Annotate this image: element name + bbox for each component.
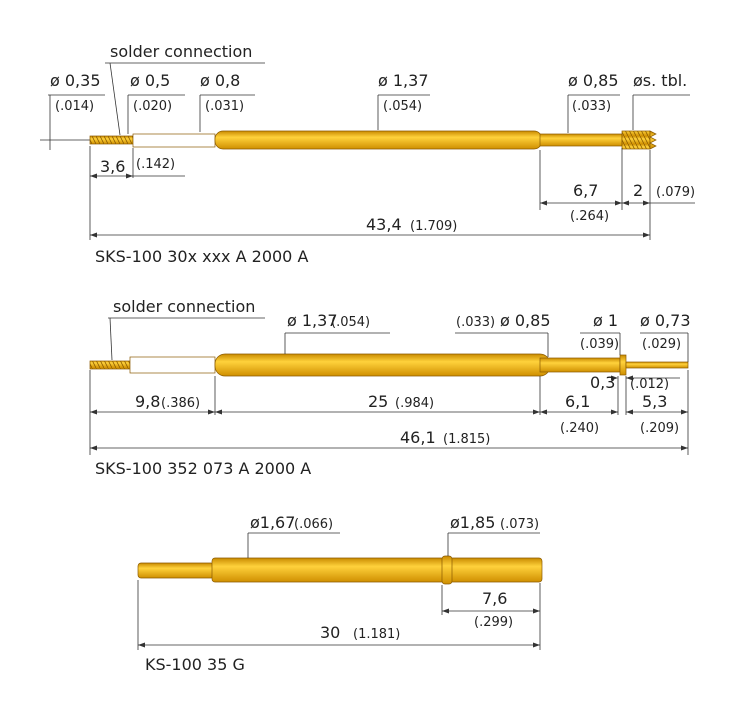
dimension-label: (1.709) [410,219,457,234]
dimension-label: øs. tbl. [633,71,687,90]
dimension-label: (.209) [640,421,679,436]
dimension-label: (.073) [500,517,539,532]
dimension-label: 43,4 [366,215,402,234]
pin-section [625,361,689,369]
arrow-head [643,232,650,238]
part-caption: SKS-100 30x xxx A 2000 A [95,247,308,266]
dimension-label: 30 [320,623,340,642]
dimension-label: 3,6 [100,157,125,176]
dimension-label: (.079) [656,185,695,200]
dimension-label: (.240) [560,421,599,436]
arrow-head [681,409,688,415]
dimension-label: (.039) [580,337,619,352]
dimension-label: 6,7 [573,181,598,200]
dimension-label: 9,8 [135,392,160,411]
arrow-head [611,375,618,381]
arrow-head [215,409,222,415]
dimension-label: (.299) [474,615,513,630]
arrow-head [615,200,622,206]
dimension-label: (.264) [570,209,609,224]
dimension-label: ø 0,85 [500,311,551,330]
leader-line [109,62,121,136]
arrow-head [611,409,618,415]
dimension-label: ø 0,85 [568,71,619,90]
crown-tip [649,130,657,150]
dimension-label: (.033) [572,99,611,114]
arrow-head [533,608,540,614]
dimension-label: ø1,85 [450,513,495,532]
dimension-label: 2 [633,181,643,200]
dimension-label: ø 0,5 [130,71,170,90]
dimension-label: (1.815) [443,432,490,447]
arrow-head [90,232,97,238]
dimension-label: (.033) [456,315,495,330]
dimension-label: (.020) [133,99,172,114]
arrow-head [442,608,449,614]
dimension-label: (.029) [642,337,681,352]
dimension-label: (.031) [205,99,244,114]
arrow-head [90,445,97,451]
arrow-head [533,642,540,648]
pin-section [441,555,453,585]
pin-section [132,133,216,148]
pin-section [539,357,621,373]
dimension-label: ø 1 [593,311,618,330]
arrow-head [126,173,133,179]
dimension-label: 46,1 [400,428,436,447]
arrow-head [90,409,97,415]
dimension-label: (.014) [55,99,94,114]
dimension-label: solder connection [113,297,255,316]
dimension-label: 6,1 [565,392,590,411]
dimension-label: ø 1,37 [287,311,338,330]
pin-section [214,130,543,150]
arrow-head [90,173,97,179]
dimension-label: (.012) [630,377,669,392]
dimension-label: (.142) [136,157,175,172]
dimension-label: 25 [368,392,388,411]
part-caption: KS-100 35 G [145,655,245,674]
dimension-label: 0,3 [590,373,615,392]
dimension-label: (1.181) [353,627,400,642]
arrow-head [533,409,540,415]
pin-section [129,356,216,374]
pin-section [539,133,623,147]
part-caption: SKS-100 352 073 A 2000 A [95,459,311,478]
dimension-label: (.066) [294,517,333,532]
dimension-label: ø 1,37 [378,71,429,90]
arrow-head [622,200,629,206]
dimension-label: (.984) [395,396,434,411]
dimension-label: ø 0,8 [200,71,240,90]
dimension-label: (.054) [383,99,422,114]
dimension-label: ø 0,73 [640,311,691,330]
pin-section [214,353,551,377]
arrow-head [540,200,547,206]
dimension-label: (.054) [331,315,370,330]
dimension-label: solder connection [110,42,252,61]
pin-section [211,557,543,583]
pin-section [89,135,134,145]
dimension-label: ø1,67 [250,513,295,532]
pin-section [89,360,131,370]
arrow-head [643,200,650,206]
arrow-head [138,642,145,648]
arrow-head [681,445,688,451]
pin-section [619,354,627,376]
pin-section [137,562,215,579]
pin-section [621,130,651,150]
leader-line [109,317,113,361]
arrow-head [626,409,633,415]
dimension-label: 5,3 [642,392,667,411]
arrow-head [540,409,547,415]
dimension-label: 7,6 [482,589,507,608]
dimension-label: (.386) [161,396,200,411]
arrow-head [208,409,215,415]
dimension-label: ø 0,35 [50,71,101,90]
